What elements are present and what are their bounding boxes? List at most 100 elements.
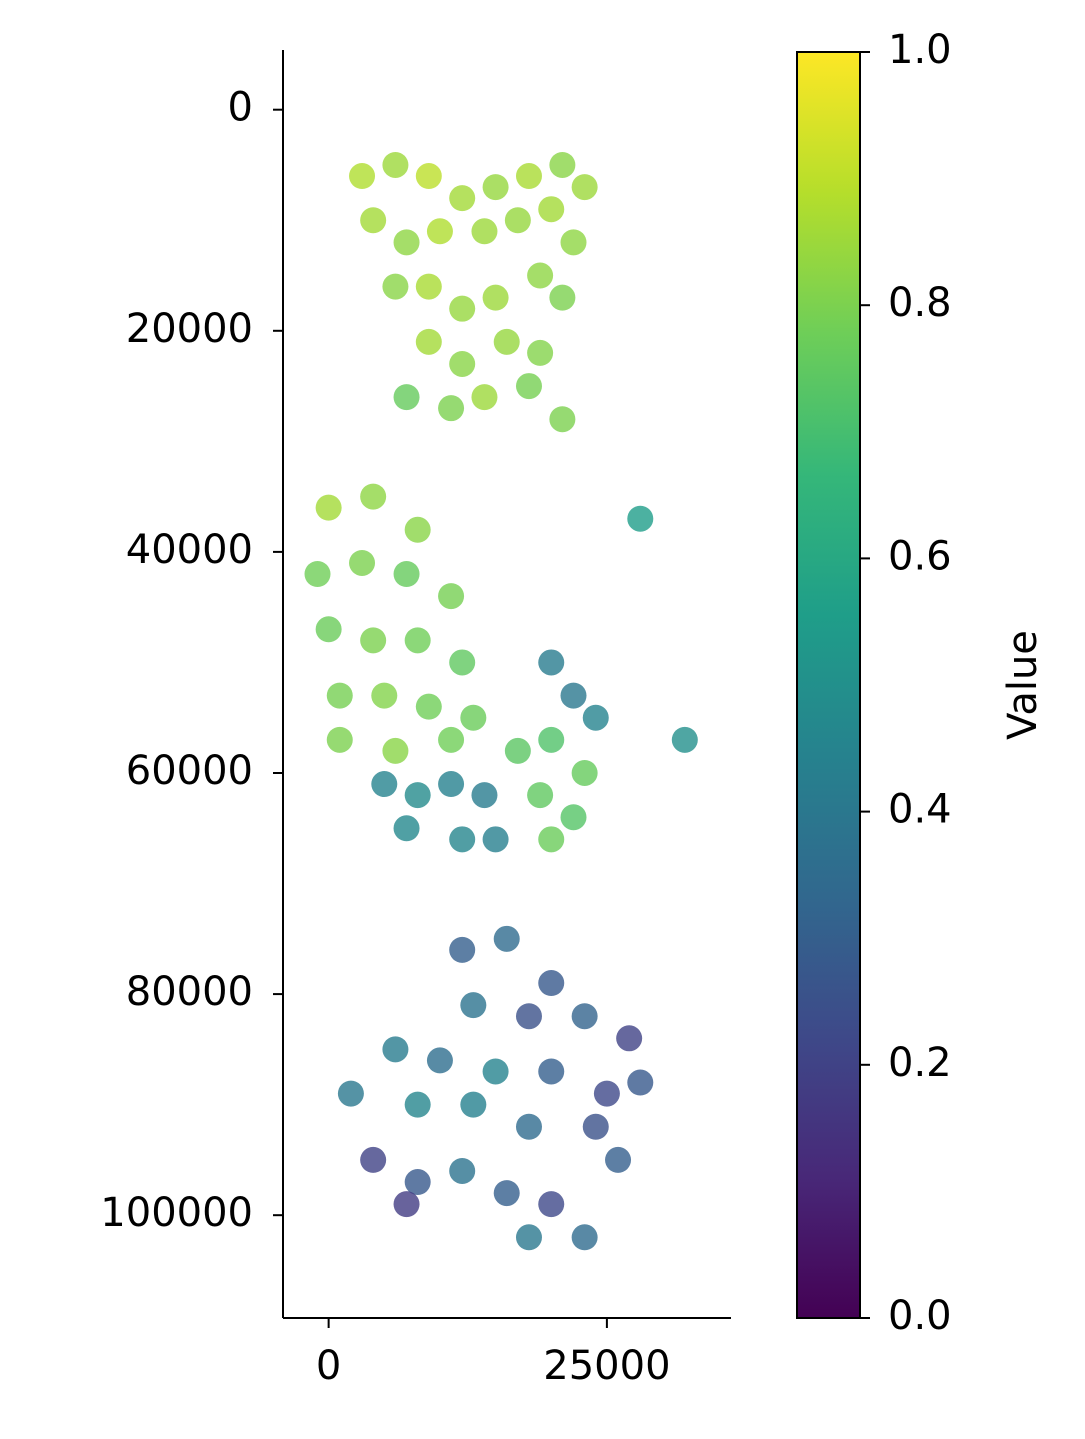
cell-point	[627, 1069, 654, 1096]
cell-point	[627, 505, 654, 532]
cell-point	[593, 1080, 620, 1107]
cell-point	[549, 406, 576, 433]
cell-point	[582, 1113, 609, 1140]
y-tick-label: 0	[228, 85, 253, 131]
cell-point	[538, 726, 565, 753]
colorbar-tick-label: 0.0	[888, 1293, 952, 1339]
cell-point	[415, 328, 442, 355]
colorbar	[796, 51, 861, 1319]
cell-point	[393, 561, 420, 588]
cell-point	[315, 494, 342, 521]
cell-point	[582, 704, 609, 731]
cell-point	[560, 229, 587, 256]
cell-point	[616, 1025, 643, 1052]
y-tick-label: 100000	[100, 1190, 253, 1236]
cell-point	[571, 1003, 598, 1030]
cell-point	[438, 583, 465, 610]
cell-point	[393, 229, 420, 256]
cell-point	[382, 1036, 409, 1063]
cell-point	[382, 273, 409, 300]
cell-point	[449, 1157, 476, 1184]
cell-point	[515, 373, 542, 400]
cell-point	[415, 273, 442, 300]
cell-point	[504, 737, 531, 764]
cell-point	[538, 196, 565, 223]
cell-point	[415, 693, 442, 720]
cell-point	[538, 1058, 565, 1085]
colorbar-tick-label: 1.0	[888, 27, 952, 73]
cell-point	[493, 1180, 520, 1207]
cell-point	[349, 163, 376, 190]
cell-point	[449, 936, 476, 963]
cell-point	[393, 815, 420, 842]
y-tick-label: 20000	[126, 306, 253, 352]
cell-point	[527, 262, 554, 289]
cell-point	[515, 1003, 542, 1030]
cell-point	[538, 649, 565, 676]
cell-point	[449, 295, 476, 322]
cell-point	[426, 1047, 453, 1074]
cell-point	[349, 549, 376, 576]
cell-point	[404, 782, 431, 809]
cell-point	[482, 284, 509, 311]
cell-point	[393, 384, 420, 411]
cell-point	[315, 616, 342, 643]
cell-point	[460, 1091, 487, 1118]
colorbar-tick-label: 0.4	[888, 787, 952, 833]
cell-point	[538, 970, 565, 997]
cell-point	[515, 1224, 542, 1251]
cell-point	[360, 207, 387, 234]
cell-point	[605, 1146, 632, 1173]
cell-point	[671, 726, 698, 753]
cell-point	[360, 483, 387, 510]
cell-point	[504, 207, 531, 234]
cell-point	[404, 516, 431, 543]
cell-point	[482, 174, 509, 201]
cell-point	[571, 1224, 598, 1251]
y-tick-label: 80000	[126, 969, 253, 1015]
cell-point	[560, 804, 587, 831]
cell-point	[571, 174, 598, 201]
cell-point	[382, 737, 409, 764]
colorbar-tick-label: 0.8	[888, 280, 952, 326]
cell-point	[404, 1091, 431, 1118]
cell-point	[515, 163, 542, 190]
cell-point	[471, 384, 498, 411]
cell-point	[438, 395, 465, 422]
cell-point	[449, 649, 476, 676]
cell-point	[326, 726, 353, 753]
colorbar-label: Value	[1000, 630, 1046, 740]
colorbar-tick-label: 0.6	[888, 533, 952, 579]
cell-point	[460, 704, 487, 731]
cell-point	[460, 992, 487, 1019]
cell-point	[371, 682, 398, 709]
cell-point	[304, 561, 331, 588]
cell-point	[382, 151, 409, 178]
cell-point	[449, 350, 476, 377]
cell-point	[549, 284, 576, 311]
cell-point	[538, 1191, 565, 1218]
cell-point	[393, 1191, 420, 1218]
cell-point	[449, 185, 476, 212]
cell-point	[515, 1113, 542, 1140]
x-tick-label: 25000	[543, 1343, 670, 1389]
cell-point	[482, 826, 509, 853]
cell-point	[337, 1080, 364, 1107]
cell-point	[449, 826, 476, 853]
cell-point	[438, 726, 465, 753]
cell-point	[471, 782, 498, 809]
cell-point	[471, 218, 498, 245]
cell-point	[493, 925, 520, 952]
cell-point	[404, 1169, 431, 1196]
cell-point	[527, 339, 554, 366]
cell-point	[560, 682, 587, 709]
cell-point	[415, 163, 442, 190]
cell-point	[426, 218, 453, 245]
cell-point	[404, 627, 431, 654]
cell-point	[538, 826, 565, 853]
cell-point	[326, 682, 353, 709]
cell-point	[493, 328, 520, 355]
cell-point	[438, 771, 465, 798]
cell-point	[371, 771, 398, 798]
